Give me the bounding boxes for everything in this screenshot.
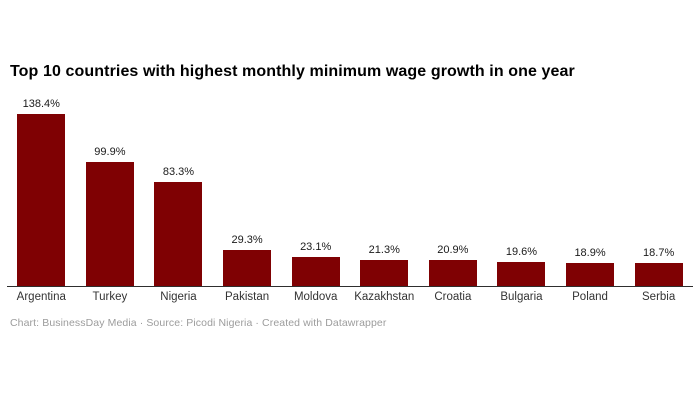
category-label: Pakistan (225, 291, 270, 303)
bar (634, 263, 683, 286)
bar-value-label: 18.9% (574, 247, 606, 259)
bar (566, 263, 615, 286)
category-label: Bulgaria (500, 291, 543, 303)
category-label: Poland (572, 291, 608, 303)
chart-title: Top 10 countries with highest monthly mi… (10, 63, 575, 80)
chart-credit-footer: Chart: BusinessDay Media · Source: Picod… (10, 317, 387, 329)
bar-column: 23.1% (281, 241, 350, 286)
bar-column: 18.7% (624, 247, 693, 286)
bar (291, 257, 340, 286)
category-label: Serbia (642, 291, 676, 303)
bar-value-label: 19.6% (505, 246, 538, 258)
bar (17, 114, 66, 286)
bar-value-label: 138.4% (22, 98, 60, 110)
bar (85, 162, 134, 286)
category-label: Croatia (434, 291, 472, 303)
category-label: Moldova (293, 291, 338, 303)
bar-column: 138.4% (7, 98, 76, 286)
bar-column: 19.6% (487, 246, 556, 286)
bar-column: 20.9% (419, 244, 488, 286)
bar-column: 21.3% (350, 244, 419, 286)
bar (497, 262, 546, 286)
category-label: Turkey (92, 291, 128, 303)
bar (223, 250, 272, 286)
bar (428, 260, 477, 286)
bar-value-label: 20.9% (437, 244, 469, 256)
bar-column: 99.9% (76, 146, 145, 286)
bar-value-label: 29.3% (231, 234, 263, 246)
bar (154, 182, 203, 286)
category-label: Argentina (16, 291, 66, 303)
category-label: Kazakhstan (354, 291, 415, 303)
bar-value-label: 99.9% (94, 146, 126, 158)
bar-column: 29.3% (213, 234, 282, 286)
bar-value-label: 23.1% (300, 241, 332, 253)
chart-plot: 138.4% 99.9% 83.3% 29.3% 23.1% 21.3% 20.9% 19.6… (7, 95, 693, 287)
category-label: Nigeria (160, 291, 197, 303)
bar-value-label: 18.7% (643, 247, 675, 259)
bar-value-label: 83.3% (162, 166, 195, 178)
bar (360, 260, 409, 286)
x-axis-labels: Argentina Turkey Nigeria Pakistan Moldova Kaz… (7, 291, 693, 303)
bar-column: 18.9% (556, 247, 625, 286)
bar-value-label: 21.3% (368, 244, 400, 256)
bar-column: 83.3% (144, 166, 213, 286)
